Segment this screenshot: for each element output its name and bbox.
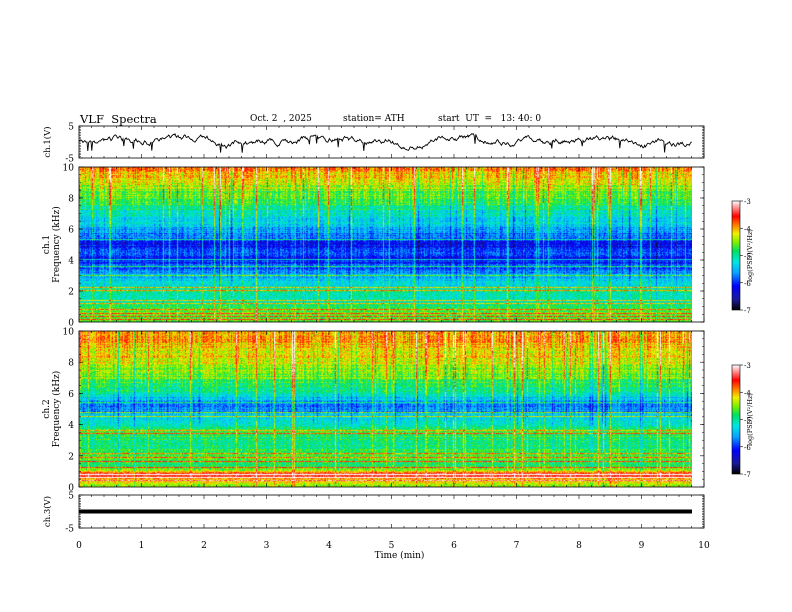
- ch2-colorbar-tick-label: -4: [744, 389, 751, 397]
- date-label: Oct. 2 , 2025: [250, 114, 312, 124]
- ch2-spectrogram-ylabel: Frequency (kHz): [51, 371, 62, 448]
- ch1-waveform-trace: [78, 133, 692, 153]
- x-axis-label: Time (min): [375, 550, 425, 561]
- ch3-waveform-ytick-label: 5: [68, 492, 74, 502]
- ch2-spectrogram-ytick-label: 4: [68, 421, 74, 431]
- x-tick-label: 7: [514, 541, 520, 551]
- ch1-spectrogram-ytick-label: 0: [68, 319, 74, 329]
- ch2-spectrogram-ytick-label: 6: [68, 390, 74, 400]
- ch3-waveform-ylabel: ch.3(V): [42, 496, 53, 527]
- ch1-spectrogram-ylabel: Frequency (kHz): [51, 206, 62, 283]
- ch2-colorbar-tick-label: -3: [744, 362, 751, 370]
- ch2-colorbar-tick-label: -6: [744, 444, 751, 452]
- ch2-spectrogram-ytick-label: 2: [68, 452, 74, 462]
- ch2-spectrogram-ytick-label: 0: [68, 484, 74, 494]
- ch2-spectrogram-image: [79, 331, 692, 487]
- ch2-colorbar-tick-label: -5: [744, 417, 751, 425]
- ch1-waveform-ytick-label: -5: [65, 155, 74, 165]
- ch1-spectrogram-image: [79, 167, 692, 322]
- x-tick-label: 6: [451, 541, 457, 551]
- ch1-waveform-ytick-label: 5: [68, 123, 74, 133]
- start-time-label: start UT = 13: 40: 0: [438, 114, 542, 124]
- x-tick-label: 10: [698, 541, 710, 551]
- ch1-colorbar-tick-label: -5: [744, 253, 751, 261]
- station-label: station= ATH: [343, 114, 405, 124]
- x-tick-label: 0: [76, 541, 82, 551]
- ch2-spectrogram-channel-label: ch.2: [42, 399, 52, 418]
- ch1-spectrogram-ytick-label: 10: [63, 164, 75, 174]
- x-tick-label: 8: [576, 541, 582, 551]
- ch1-colorbar-tick-label: -7: [744, 307, 751, 315]
- ch1-waveform-frame: [78, 125, 705, 159]
- ch1-spectrogram-ytick-label: 8: [68, 195, 74, 205]
- ch2-colorbar-label: log(PSD)(V²/Hz): [746, 393, 754, 446]
- ch1-spectrogram-ytick-label: 2: [68, 288, 74, 298]
- ch3-waveform-ytick-label: -5: [65, 525, 74, 535]
- ch1-colorbar-tick-label: -4: [744, 225, 751, 233]
- ch1-colorbar: [731, 200, 741, 311]
- ch2-colorbar: [731, 364, 741, 475]
- x-tick-label: 4: [326, 541, 332, 551]
- x-tick-label: 3: [264, 541, 270, 551]
- ch1-spectrogram-channel-label: ch.1: [42, 235, 52, 254]
- ch1-colorbar-label: log(PSD)(V²/Hz): [746, 229, 754, 282]
- ch2-colorbar-tick-label: -7: [744, 471, 751, 479]
- ch1-colorbar-tick-label: -3: [744, 198, 751, 206]
- ch1-waveform-ylabel: ch.1(V): [42, 126, 53, 157]
- x-tick-label: 9: [639, 541, 645, 551]
- x-tick-label: 1: [139, 541, 145, 551]
- ch1-colorbar-tick-label: -6: [744, 280, 751, 288]
- x-tick-label: 5: [389, 541, 395, 551]
- chart-title: VLF Spectra: [80, 112, 157, 126]
- ch2-spectrogram-ytick-label: 8: [68, 359, 74, 369]
- ch1-spectrogram-ytick-label: 4: [68, 257, 74, 267]
- ch2-spectrogram-ytick-label: 10: [63, 328, 75, 338]
- ch1-spectrogram-ytick-label: 6: [68, 226, 74, 236]
- x-tick-label: 2: [201, 541, 207, 551]
